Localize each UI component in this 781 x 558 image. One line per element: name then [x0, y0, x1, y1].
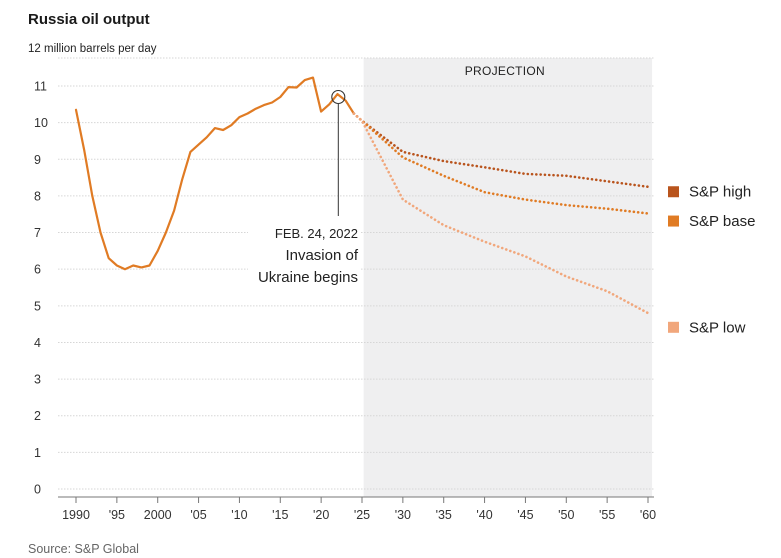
annotation-date: FEB. 24, 2022: [275, 226, 358, 241]
y-tick-label: 1: [34, 446, 41, 460]
projection-area: PROJECTION: [363, 58, 653, 497]
projection-label: PROJECTION: [465, 64, 545, 78]
history-line: [74, 76, 355, 271]
series-line-s-p-high: [352, 112, 650, 189]
x-tick-label: '15: [272, 508, 288, 522]
y-tick-label: 2: [34, 409, 41, 423]
legend-label-s-p-low: S&P low: [689, 319, 746, 336]
y-tick-label: 6: [34, 263, 41, 277]
y-axis-unit-label: 12 million barrels per day: [28, 43, 157, 55]
y-tick-label: 4: [34, 336, 41, 350]
x-tick-label: '30: [395, 508, 411, 522]
x-tick-label: '10: [231, 508, 247, 522]
x-tick-label: '60: [640, 508, 656, 522]
projection-shade: [363, 58, 653, 497]
y-tick-label: 8: [34, 189, 41, 203]
x-tick-label: '45: [517, 508, 533, 522]
y-tick-label: 0: [34, 483, 41, 497]
x-tick-label: 2000: [144, 508, 172, 522]
y-tick-label: 11: [34, 80, 47, 94]
y-tick-label: 7: [34, 226, 41, 240]
x-tick-label: '50: [558, 508, 574, 522]
legend: S&P high S&P base S&P low: [668, 184, 755, 336]
y-tick-label: 5: [34, 299, 41, 313]
annotation-line-1: Invasion of: [285, 247, 358, 264]
x-tick-label: '05: [190, 508, 206, 522]
series-line-s-p-low: [352, 112, 650, 315]
series-line-s-p-base: [352, 112, 650, 215]
x-tick-label: '95: [109, 508, 125, 522]
legend-label-s-p-high: S&P high: [689, 184, 751, 201]
y-tick-label: 10: [34, 116, 48, 130]
x-tick-label: '40: [476, 508, 492, 522]
y-tick-label: 9: [34, 153, 41, 167]
y-axis: 0 1 2 3 4 5 6 7 8 9 10 11: [34, 80, 48, 497]
annotation-label-background: [248, 222, 360, 288]
source-note: Source: S&P Global: [28, 542, 139, 556]
x-tick-label: 1990: [62, 508, 90, 522]
series-lines: [74, 76, 650, 315]
legend-swatch-s-p-base: [668, 215, 679, 227]
invasion-annotation: FEB. 24, 2022 Invasion of Ukraine begins: [248, 89, 360, 288]
x-axis: 1990 '95 2000 '05 '10 '15 '20 '25 '30 '35 '40 '45 '5…: [58, 496, 656, 522]
legend-swatch-s-p-high: [668, 186, 679, 198]
chart-title: Russia oil output: [28, 11, 150, 28]
x-tick-label: '35: [436, 508, 452, 522]
x-tick-label: '20: [313, 508, 329, 522]
y-tick-label: 3: [34, 373, 41, 387]
x-tick-label: '25: [354, 508, 370, 522]
legend-label-s-p-base: S&P base: [689, 213, 755, 230]
x-tick-label: '55: [599, 508, 615, 522]
annotation-marker-circle: [331, 89, 346, 105]
annotation-line-2: Ukraine begins: [258, 269, 358, 286]
legend-swatch-s-p-low: [668, 321, 679, 333]
